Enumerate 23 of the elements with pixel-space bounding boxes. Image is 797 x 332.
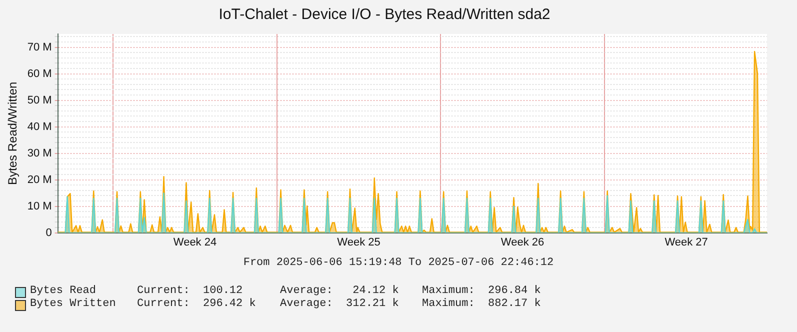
y-tick-label: 50 M <box>27 94 52 106</box>
text: Average: 24.12 k <box>280 285 399 298</box>
text: Current: 296.42 k <box>137 298 256 311</box>
text: Current: 100.12 <box>137 285 243 298</box>
text: Maximum: 882.17 k <box>422 298 541 311</box>
y-tick-label: 10 M <box>27 200 52 212</box>
y-axis-title: Bytes Read/Written <box>6 82 20 185</box>
y-tick-label: 0 <box>46 226 52 239</box>
text: Average: 312.21 k <box>280 298 399 311</box>
y-tick-label: 70 M <box>27 41 52 54</box>
x-tick-label: Week 24 <box>173 236 217 248</box>
x-tick-label: Week 25 <box>337 236 380 248</box>
text: Maximum: 296.84 k <box>422 285 541 298</box>
chart-title: IoT-Chalet - Device I/O - Bytes Read/Written sda2 <box>218 6 550 24</box>
x-tick-label: Week 27 <box>664 236 708 248</box>
legend-label: Bytes Read <box>30 285 96 298</box>
y-tick-label: 20 M <box>27 174 52 186</box>
x-tick-label: Week 26 <box>500 236 544 248</box>
text: From 2025-06-06 15:19:48 To 2025-07-06 22:46:12 <box>242 257 555 270</box>
legend-label: Bytes Written <box>30 298 116 311</box>
y-tick-label: 40 M <box>27 120 52 133</box>
y-tick-label: 30 M <box>27 147 52 160</box>
y-tick-label: 60 M <box>27 68 52 80</box>
